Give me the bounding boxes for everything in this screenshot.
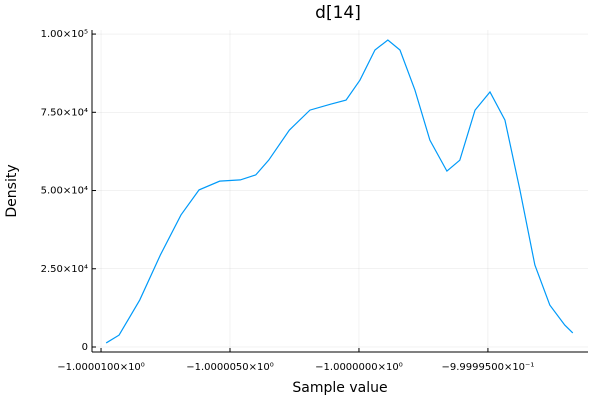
x-tick-label: −9.9999500×10⁻¹: [441, 362, 534, 373]
y-tick-label: 2.50×10⁴: [41, 264, 88, 275]
y-tick-label: 5.00×10⁴: [41, 186, 88, 197]
x-tick-label: −1.0000100×10⁰: [57, 362, 145, 373]
y-tick-label: 1.00×10⁵: [41, 29, 88, 40]
x-axis-label: Sample value: [292, 380, 387, 396]
y-tick-label: 0: [82, 342, 88, 353]
density-line: [105, 39, 574, 344]
chart-title: d[14]: [315, 3, 361, 23]
x-tick-label: −1.0000050×10⁰: [186, 362, 274, 373]
x-tick-label: −1.0000000×10⁰: [315, 362, 403, 373]
y-axis-label: Density: [4, 164, 20, 217]
y-tick-label: 7.50×10⁴: [41, 107, 88, 118]
